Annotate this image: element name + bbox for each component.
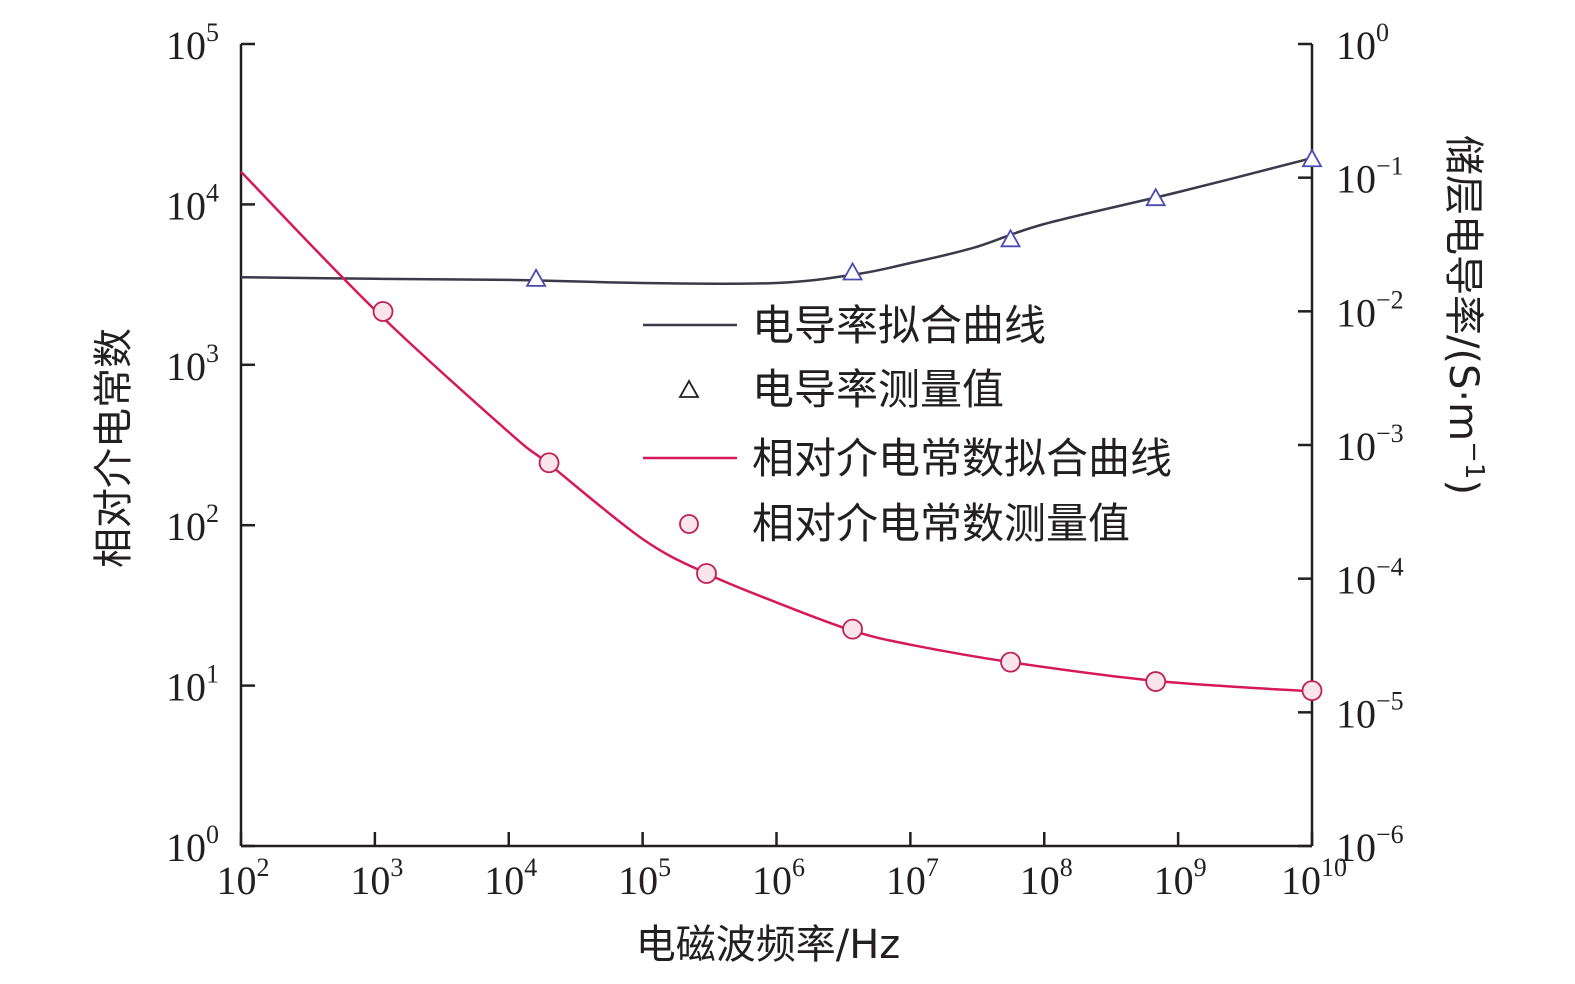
x-tick-label: 102 bbox=[217, 853, 270, 903]
conductivity-point bbox=[1145, 187, 1167, 207]
left-y-tick-label: 105 bbox=[166, 18, 219, 68]
x-tick-label: 104 bbox=[484, 853, 537, 903]
permittivity-point bbox=[842, 618, 863, 640]
right-y-axis-title-main: 储层电导率/(S·m bbox=[1440, 135, 1486, 441]
series-line-0 bbox=[240, 156, 1313, 286]
legend-swatch-permittivity-measured bbox=[679, 514, 699, 534]
x-tick-label: 103 bbox=[350, 853, 403, 903]
left-y-tick-label: 101 bbox=[166, 660, 219, 710]
series-layer bbox=[240, 148, 1323, 702]
left-y-axis-ticks: 100 101 102 103 104 105 bbox=[166, 18, 255, 870]
right-y-tick-label: 10−3 bbox=[1336, 419, 1404, 469]
permittivity-point bbox=[538, 452, 560, 474]
right-y-axis-title: 储层电导率/(S·m−1) bbox=[1440, 135, 1489, 495]
series-line-2 bbox=[240, 170, 1313, 693]
conductivity-point bbox=[842, 261, 864, 281]
permittivity-point bbox=[372, 301, 394, 322]
x-tick-label: 1010 bbox=[1281, 853, 1347, 903]
right-y-tick-label: 10−6 bbox=[1336, 820, 1404, 870]
x-axis-ticks: 102 103 104 105 106 107 108 109 1010 bbox=[217, 832, 1347, 903]
conductivity-point bbox=[999, 228, 1022, 248]
right-y-tick-label: 100 bbox=[1336, 18, 1389, 68]
x-tick-label: 105 bbox=[618, 853, 671, 903]
permittivity-point bbox=[696, 563, 717, 584]
right-y-tick-label: 10−1 bbox=[1336, 152, 1404, 202]
right-y-axis-ticks: 10−6 10−5 10−4 10−3 10−2 10−1 100 bbox=[1298, 18, 1404, 870]
conductivity-point bbox=[525, 268, 547, 287]
legend: 电导率拟合曲线 电导率测量值 相对介电常数拟合曲线 相对介电常数测量值 bbox=[643, 301, 1172, 548]
left-y-tick-label: 102 bbox=[166, 499, 219, 549]
legend-label-conductivity-fit: 电导率拟合曲线 bbox=[752, 301, 1046, 350]
x-axis-title: 电磁波频率/Hz bbox=[636, 922, 901, 968]
permittivity-point bbox=[1145, 671, 1167, 692]
right-y-tick-label: 10−4 bbox=[1336, 553, 1404, 603]
conductivity-point bbox=[1301, 148, 1323, 168]
right-y-tick-label: 10−2 bbox=[1336, 285, 1404, 335]
legend-label-permittivity-fit: 相对介电常数拟合曲线 bbox=[752, 434, 1172, 483]
left-y-tick-label: 103 bbox=[166, 339, 219, 389]
x-tick-label: 107 bbox=[886, 853, 939, 903]
legend-swatch-conductivity-measured bbox=[678, 379, 700, 398]
permittivity-point bbox=[1301, 680, 1323, 702]
permittivity-point bbox=[1000, 651, 1021, 673]
legend-label-permittivity-measured: 相对介电常数测量值 bbox=[752, 499, 1130, 548]
x-tick-label: 108 bbox=[1020, 853, 1073, 903]
right-y-axis-title-close: ) bbox=[1440, 479, 1486, 495]
right-y-tick-label: 10−5 bbox=[1336, 686, 1404, 736]
left-y-tick-label: 100 bbox=[166, 820, 219, 870]
legend-label-conductivity-measured: 电导率测量值 bbox=[752, 365, 1004, 414]
x-tick-label: 106 bbox=[752, 853, 805, 903]
right-y-axis-title-exp: −1 bbox=[1459, 441, 1489, 479]
left-y-axis-title: 相对介电常数 bbox=[91, 328, 137, 568]
left-y-tick-label: 104 bbox=[166, 178, 219, 228]
x-tick-label: 109 bbox=[1154, 853, 1207, 903]
